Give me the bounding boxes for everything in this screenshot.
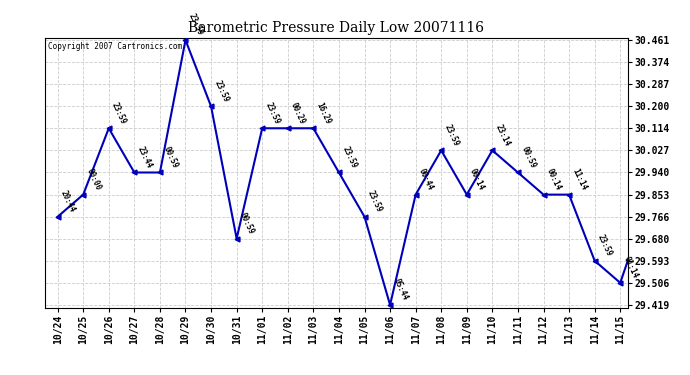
Text: 00:44: 00:44: [417, 167, 435, 192]
Text: 23:14: 23:14: [494, 123, 512, 148]
Text: 00:00: 00:00: [0, 374, 1, 375]
Title: Barometric Pressure Daily Low 20071116: Barometric Pressure Daily Low 20071116: [188, 21, 484, 35]
Text: 23:59: 23:59: [187, 12, 205, 37]
Text: 00:59: 00:59: [520, 145, 538, 170]
Text: 23:44: 23:44: [136, 145, 154, 170]
Text: 16:29: 16:29: [315, 101, 333, 126]
Text: 01:14: 01:14: [622, 255, 640, 280]
Text: 23:59: 23:59: [340, 145, 358, 170]
Text: 20:44: 20:44: [59, 189, 77, 214]
Text: 23:59: 23:59: [442, 123, 460, 148]
Text: 23:59: 23:59: [596, 233, 614, 258]
Text: 00:14: 00:14: [545, 167, 563, 192]
Text: 23:59: 23:59: [110, 101, 128, 126]
Text: 11:14: 11:14: [571, 167, 589, 192]
Text: Copyright 2007 Cartronics.com: Copyright 2007 Cartronics.com: [48, 42, 182, 51]
Text: 00:59: 00:59: [238, 211, 256, 236]
Text: 23:59: 23:59: [264, 101, 282, 126]
Text: 05:44: 05:44: [391, 278, 409, 302]
Text: 00:00: 00:00: [85, 167, 103, 192]
Text: 23:59: 23:59: [213, 79, 230, 104]
Text: 00:14: 00:14: [469, 167, 486, 192]
Text: 00:59: 00:59: [161, 145, 179, 170]
Text: 00:29: 00:29: [289, 101, 307, 126]
Text: 23:59: 23:59: [366, 189, 384, 214]
